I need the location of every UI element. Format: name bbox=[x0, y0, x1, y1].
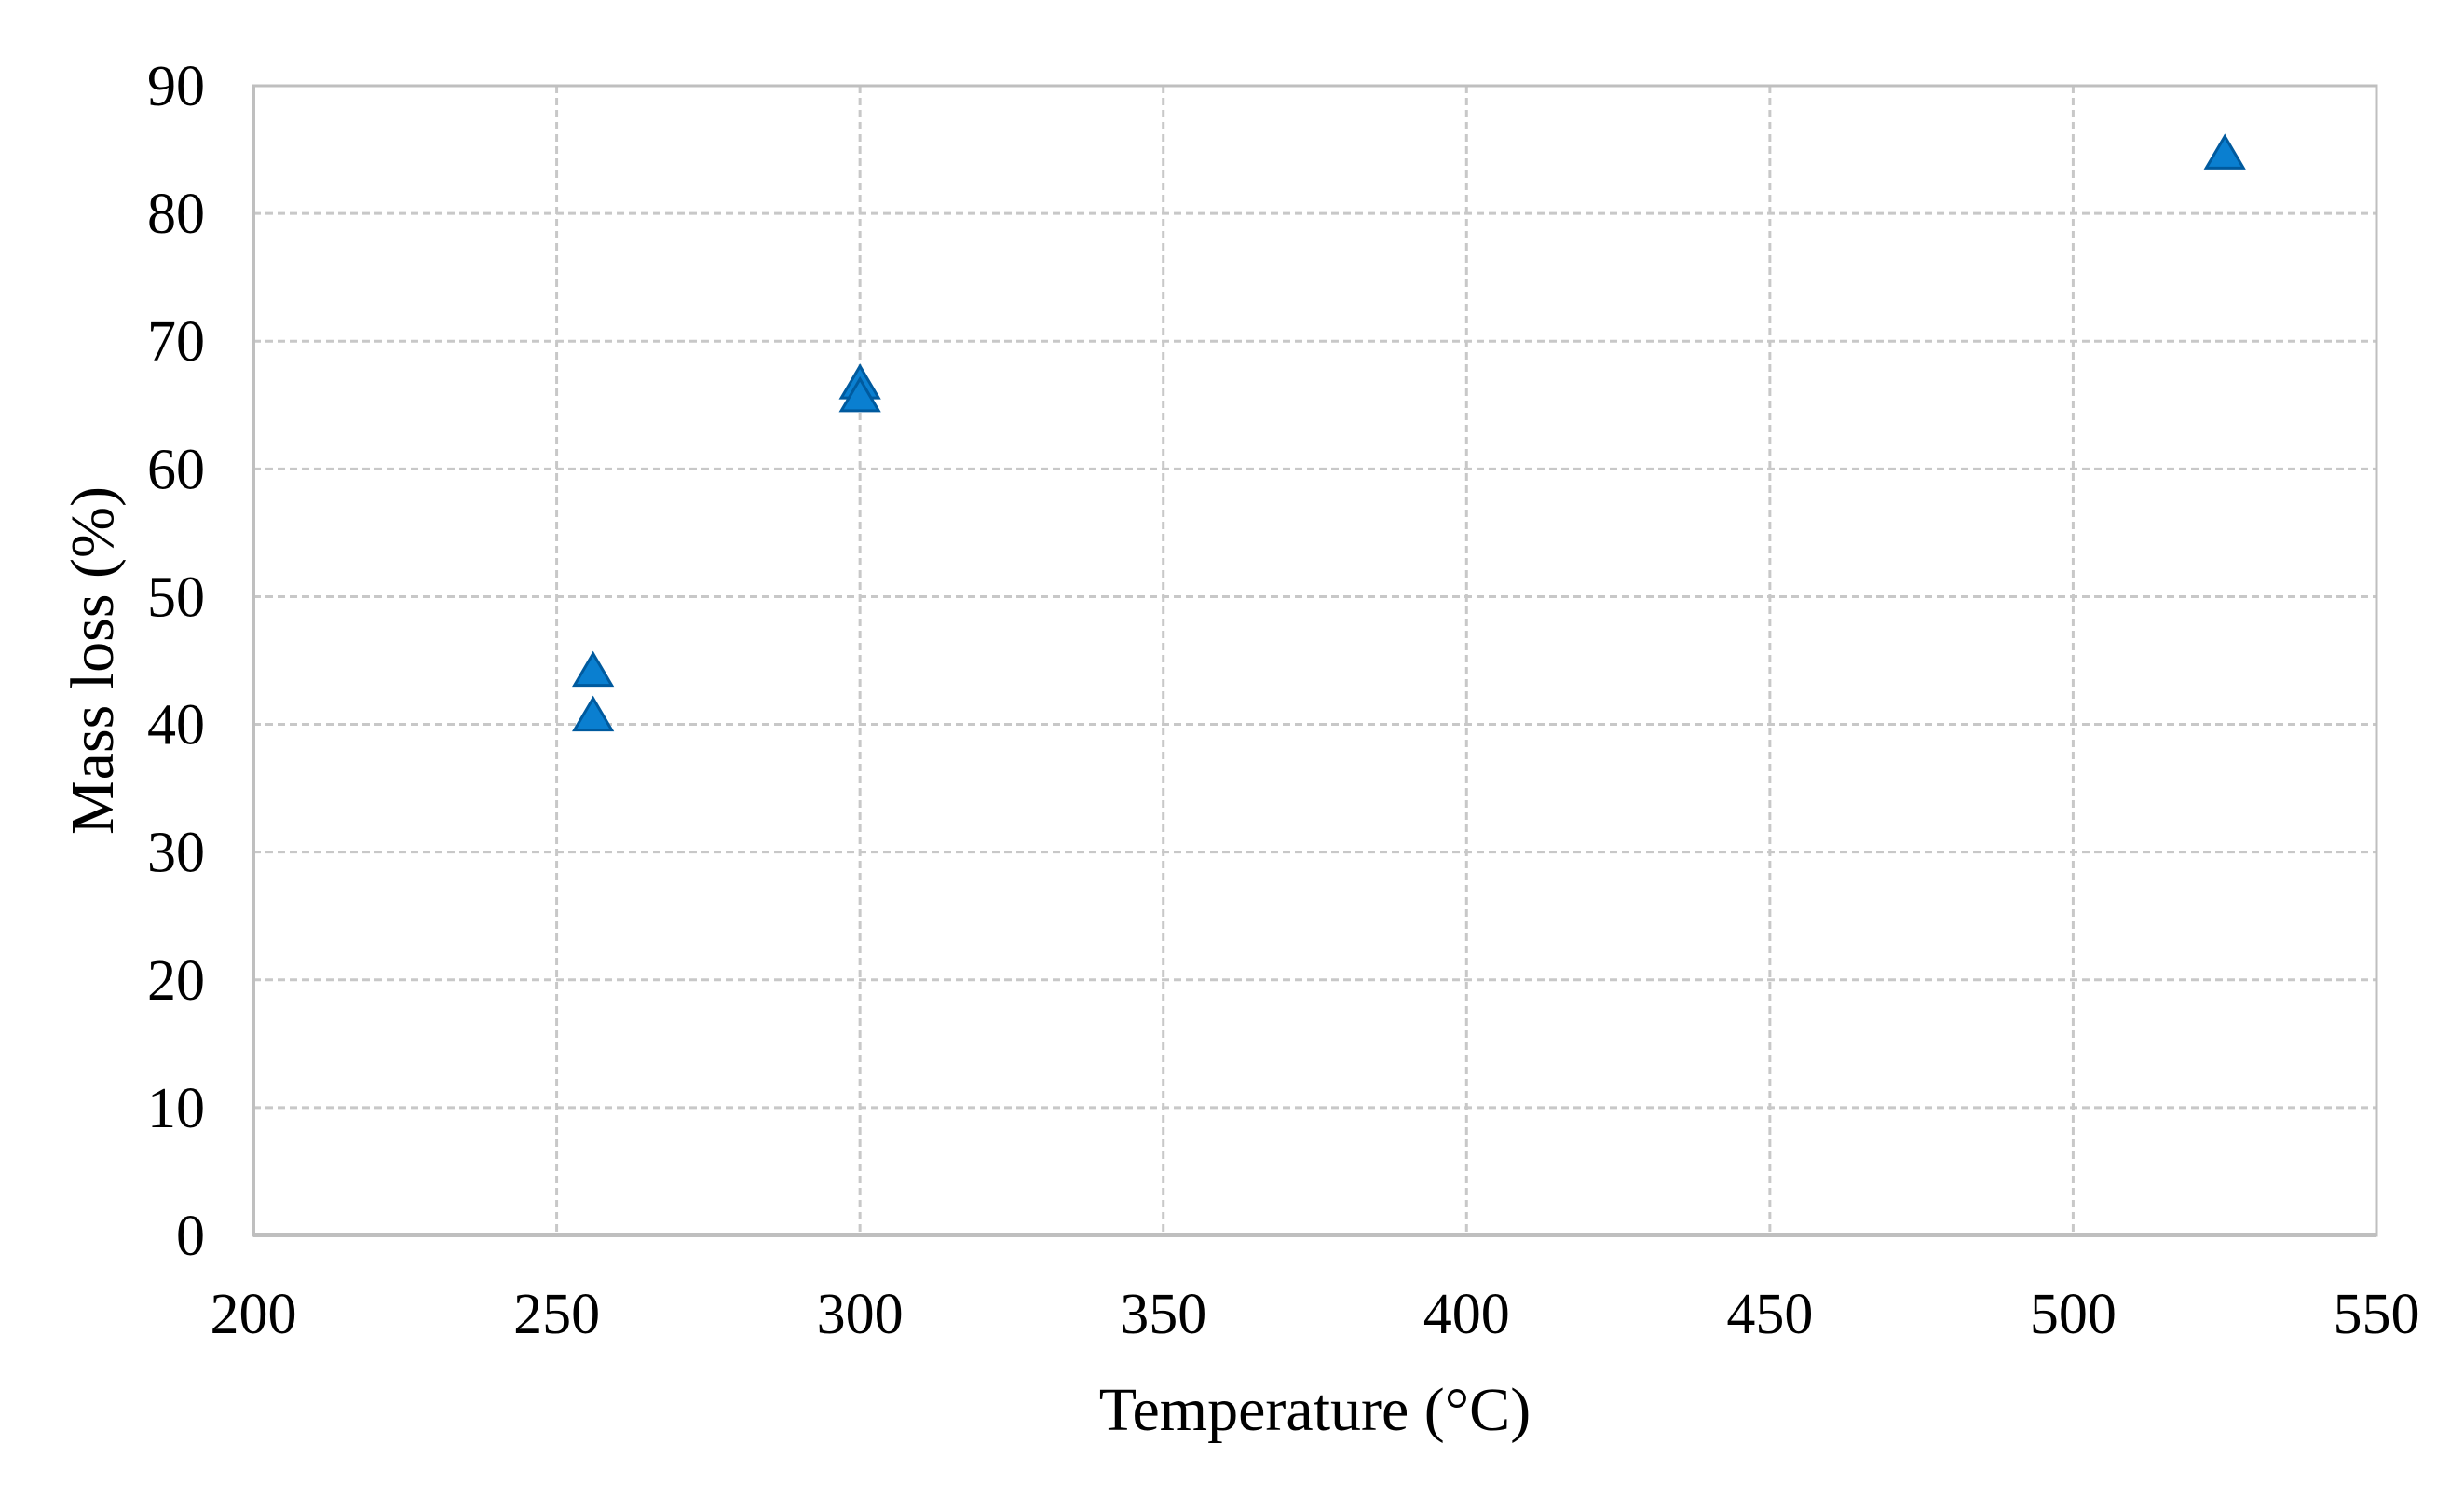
x-tick-label: 450 bbox=[1726, 1283, 1813, 1346]
plot-area bbox=[252, 84, 2378, 1237]
y-tick-label: 10 bbox=[147, 1077, 205, 1140]
y-tick-label: 90 bbox=[147, 55, 205, 118]
data-points bbox=[572, 133, 2246, 732]
grid-lines bbox=[253, 86, 2376, 1235]
x-tick-label: 300 bbox=[817, 1283, 904, 1346]
y-axis-title: Mass loss (%) bbox=[59, 486, 127, 835]
data-point-triangle bbox=[572, 695, 615, 732]
axes bbox=[252, 86, 2376, 1237]
data-point-triangle bbox=[2203, 133, 2246, 170]
data-point-triangle bbox=[572, 650, 615, 688]
x-tick-label: 500 bbox=[2030, 1283, 2117, 1346]
data-point-triangle bbox=[838, 375, 881, 413]
y-tick-label: 50 bbox=[147, 565, 205, 629]
x-axis-tick-labels: 200 250 300 350 400 450 500 550 bbox=[211, 1283, 2420, 1346]
x-tick-label: 550 bbox=[2334, 1283, 2420, 1346]
y-axis-tick-labels: 0 10 20 30 40 50 60 70 80 90 bbox=[147, 55, 205, 1268]
y-tick-label: 0 bbox=[176, 1205, 205, 1268]
y-tick-label: 20 bbox=[147, 949, 205, 1013]
y-tick-label: 80 bbox=[147, 183, 205, 246]
y-tick-label: 40 bbox=[147, 694, 205, 757]
y-tick-label: 30 bbox=[147, 822, 205, 885]
x-tick-label: 200 bbox=[211, 1283, 297, 1346]
x-tick-label: 400 bbox=[1423, 1283, 1510, 1346]
y-tick-label: 60 bbox=[147, 438, 205, 501]
x-tick-label: 350 bbox=[1120, 1283, 1206, 1346]
x-tick-label: 250 bbox=[513, 1283, 600, 1346]
y-tick-label: 70 bbox=[147, 310, 205, 374]
x-axis-title: Temperature (°C) bbox=[1099, 1376, 1531, 1444]
